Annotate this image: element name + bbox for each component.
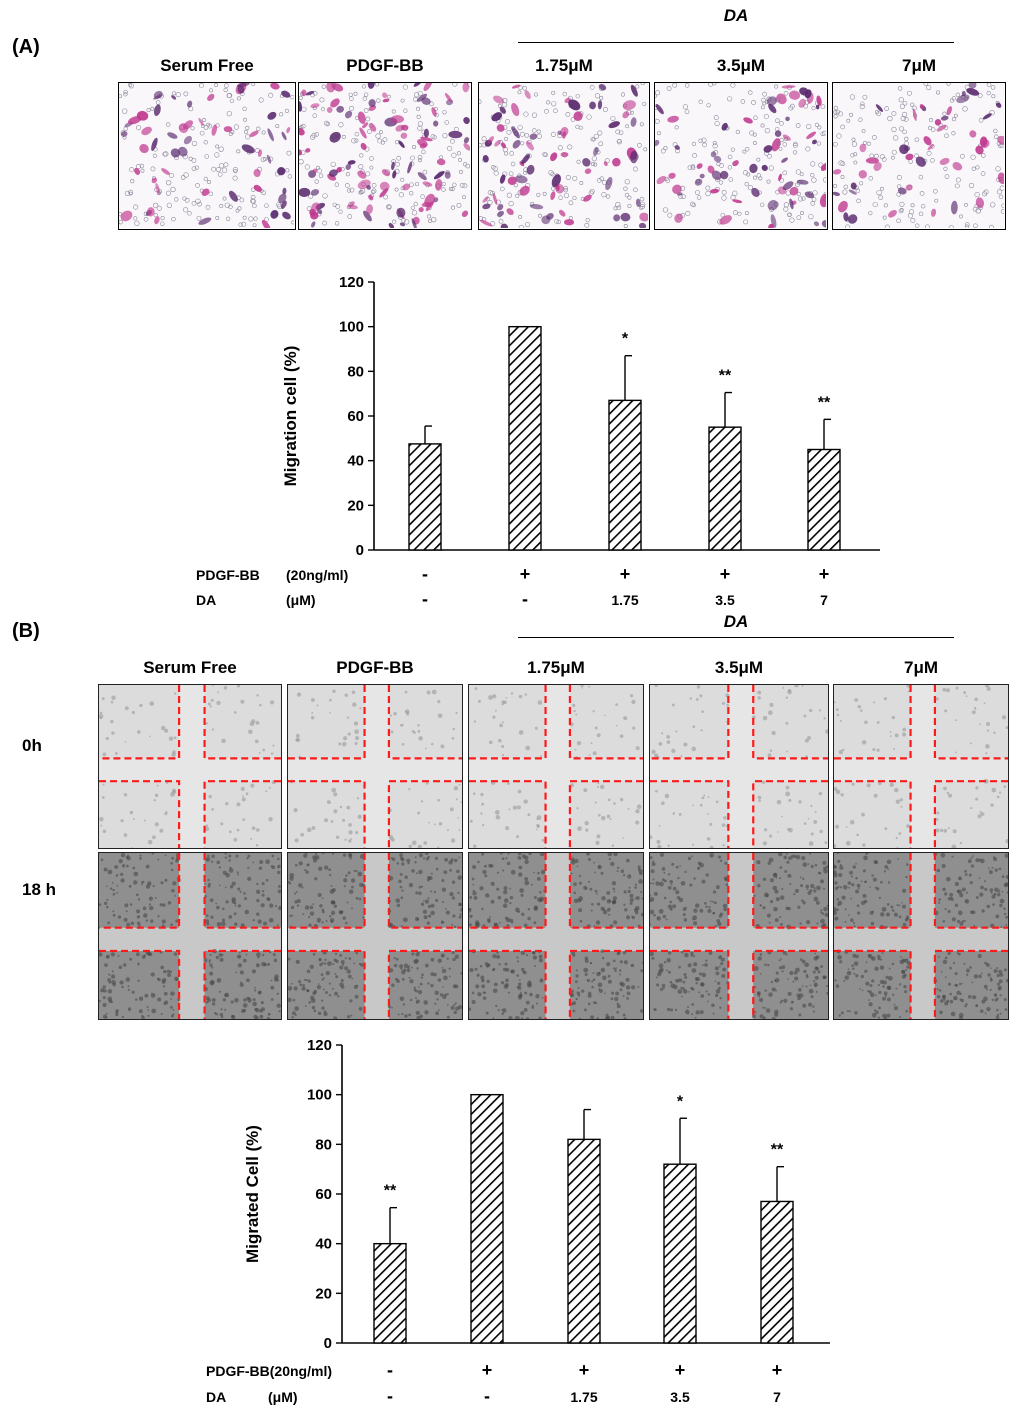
chart-a-y-tick-label: 0	[356, 542, 364, 559]
panel-b-col-serum-free: Serum Free	[143, 658, 237, 677]
chart-b-condition-value: +	[675, 1360, 686, 1380]
transwell-image-pdgf-bb	[296, 77, 473, 231]
chart-a-condition-value: +	[620, 564, 631, 584]
scratch-image-18h-1-75	[466, 851, 645, 1021]
chart-a-bar	[807, 448, 841, 551]
chart-a-significance-label: **	[818, 394, 831, 411]
chart-a-y-tick-label: 100	[339, 319, 364, 336]
chart-b-bar	[373, 1242, 407, 1344]
chart-a-condition-value: -	[422, 589, 428, 609]
chart-b-condition-value: +	[579, 1360, 590, 1380]
chart-a-bar	[708, 426, 742, 551]
chart-b-condition-value: -	[484, 1386, 490, 1406]
panel-a-col-3-5: 3.5μM	[716, 56, 766, 75]
chart-a-y-tick-label: 80	[347, 363, 364, 380]
chart-b-condition-label: DA	[206, 1389, 226, 1405]
panel-b-da-line	[518, 637, 954, 638]
panel-a-label: (A)	[12, 36, 40, 58]
chart-a-y-tick-label: 120	[339, 274, 364, 291]
chart-a-bar	[408, 443, 442, 551]
chart-a-significance-label: *	[622, 331, 629, 348]
chart-b-significance-label: **	[771, 1142, 784, 1159]
chart-b-y-axis-title: Migrated Cell (%)	[243, 1125, 262, 1263]
chart-b-y-tick-label: 0	[324, 1335, 332, 1352]
chart-b-y-tick-label: 60	[315, 1186, 332, 1203]
scratch-image-0h-3-5	[648, 682, 830, 850]
chart-b-y-tick-label: 80	[315, 1136, 332, 1153]
chart-b-condition-value: +	[482, 1360, 493, 1380]
panel-b-col-1-75: 1.75μM	[527, 658, 585, 677]
chart-a-significance-label: **	[719, 368, 732, 385]
chart-b-y-tick-label: 40	[315, 1236, 332, 1253]
chart-a-condition-value: -	[422, 564, 428, 584]
panel-a-col-1-75: 1.75μM	[535, 56, 593, 75]
timepoint-label-18h: 18 h	[22, 880, 57, 899]
chart-a-condition-value: 7	[820, 592, 828, 608]
transwell-image-7	[832, 80, 1008, 231]
chart-a-condition-value: -	[522, 589, 528, 609]
chart-b-significance-label: *	[677, 1093, 684, 1110]
panel-a-col-serum-free: Serum Free	[160, 56, 254, 75]
chart-a-y-axis-title: Migration cell (%)	[281, 346, 300, 487]
chart-a-condition-unit: (20ng/ml)	[286, 567, 348, 583]
chart-a-y-tick-label: 20	[347, 497, 364, 514]
chart-b-bar	[760, 1200, 794, 1344]
scratch-image-0h-1-75	[468, 683, 644, 849]
chart-a-condition-value: +	[720, 564, 731, 584]
chart-b-bar	[567, 1138, 601, 1344]
panel-a-da-label: DA	[723, 6, 749, 25]
panel-b-col-pdgf-bb: PDGF-BB	[336, 658, 414, 677]
chart-b-significance-label: **	[384, 1183, 397, 1200]
chart-a-y-tick-label: 60	[347, 408, 364, 425]
chart-a-condition-unit: (μM)	[286, 592, 316, 608]
chart-b-condition-unit: (μM)	[268, 1389, 298, 1405]
transwell-image-serum-free	[117, 82, 296, 231]
panel-a-col-pdgf-bb: PDGF-BB	[346, 56, 424, 75]
scratch-image-0h-pdgf-bb	[287, 684, 463, 849]
transwell-image-3-5	[653, 80, 830, 230]
scratch-image-18h-pdgf-bb	[286, 851, 464, 1021]
chart-a-bar	[608, 399, 642, 551]
scratch-image-18h-serum-free	[98, 851, 283, 1021]
chart-a-condition-label: PDGF-BB	[196, 567, 260, 583]
panel-b-label: (B)	[12, 620, 40, 642]
panel-b-da-label: DA	[723, 612, 749, 631]
panel-a-col-7: 7μM	[901, 56, 937, 75]
chart-a-condition-value: +	[819, 564, 830, 584]
scratch-image-18h-7	[832, 851, 1010, 1021]
chart-b-bar	[470, 1093, 504, 1344]
chart-a-bar	[508, 325, 542, 551]
chart-b-condition-value: -	[387, 1386, 393, 1406]
chart-b-bar	[663, 1163, 697, 1344]
chart-b-condition-label: PDGF-BB(20ng/ml)	[206, 1363, 332, 1379]
chart-a-condition-value: 1.75	[611, 592, 638, 608]
chart-b-y-tick-label: 20	[315, 1285, 332, 1302]
chart-a-condition-value: 3.5	[715, 592, 735, 608]
chart-a-condition-value: +	[520, 564, 531, 584]
timepoint-label-0h: 0h	[22, 736, 42, 755]
chart-b-condition-value: 1.75	[570, 1389, 597, 1405]
panel-b-col-7: 7μM	[903, 658, 939, 677]
chart-b-condition-value: -	[387, 1360, 393, 1380]
chart-b-y-tick-label: 120	[307, 1037, 332, 1054]
transwell-image-1-75	[476, 80, 650, 232]
chart-a-y-tick-label: 40	[347, 453, 364, 470]
chart-b-condition-value: +	[772, 1360, 783, 1380]
chart-b-y-tick-label: 100	[307, 1087, 332, 1104]
scratch-image-0h-7	[832, 683, 1010, 850]
panel-b-col-3-5: 3.5μM	[714, 658, 764, 677]
chart-b-condition-value: 7	[773, 1389, 781, 1405]
chart-a-condition-label: DA	[196, 592, 216, 608]
scratch-image-18h-3-5	[648, 851, 830, 1021]
panel-a-da-line	[518, 42, 954, 43]
scratch-image-0h-serum-free	[98, 684, 282, 849]
chart-b-condition-value: 3.5	[670, 1389, 690, 1405]
